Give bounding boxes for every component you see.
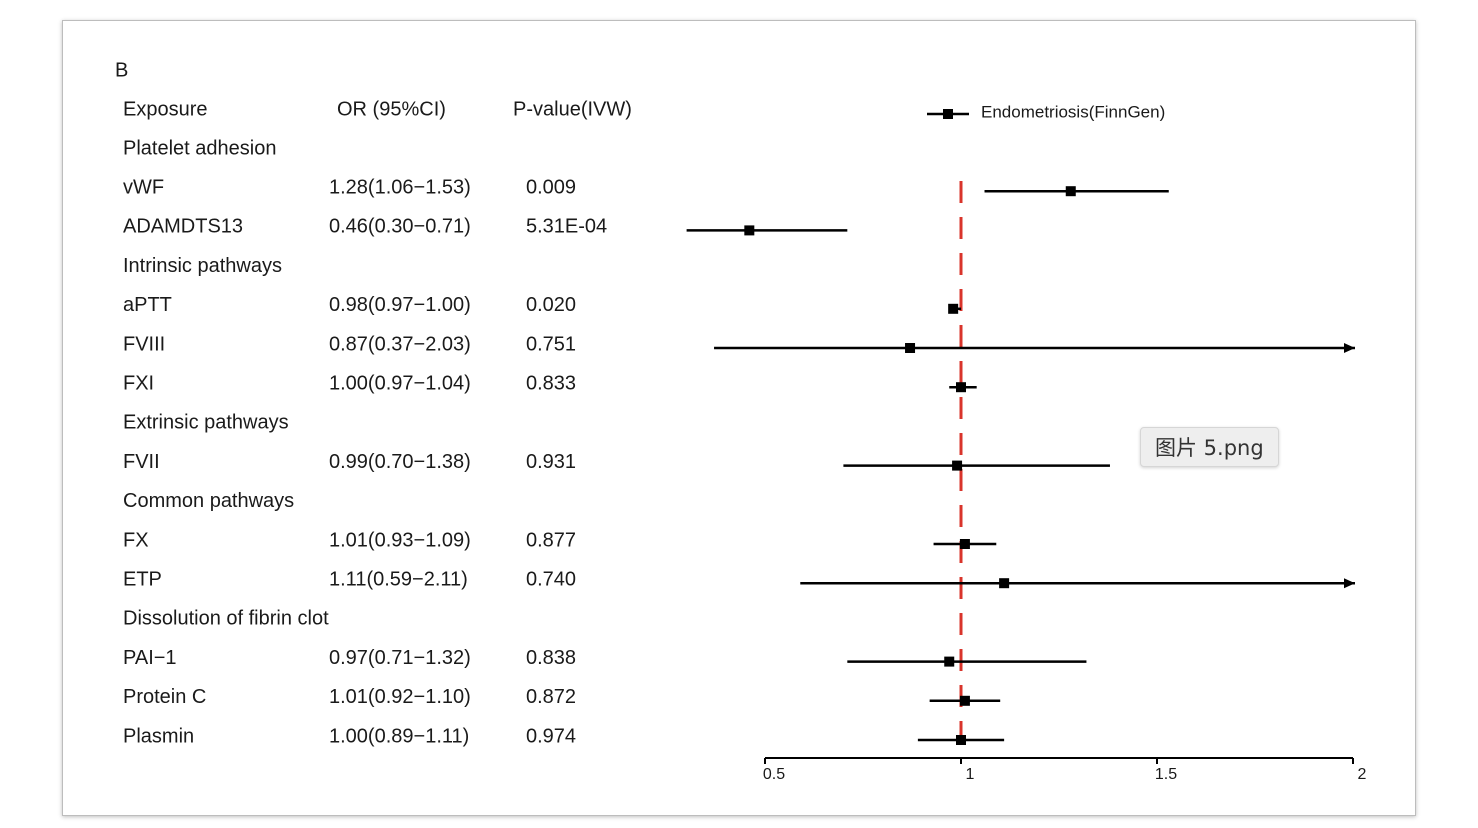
exposure-label: ADAMDTS13 bbox=[123, 216, 243, 238]
group-label: Platelet adhesion bbox=[123, 137, 276, 159]
or-point bbox=[956, 735, 966, 745]
legend-marker bbox=[943, 109, 953, 119]
group-label: Intrinsic pathways bbox=[123, 255, 282, 277]
forest-plot: B Exposure OR (95%CI) P-value(IVW) Endometri… bbox=[115, 59, 1367, 783]
or-ci-value: 0.99(0.70−1.38) bbox=[329, 451, 471, 473]
or-point bbox=[948, 303, 959, 314]
p-value: 5.31E-04 bbox=[526, 216, 607, 238]
or-ci-value: 0.98(0.97−1.00) bbox=[329, 294, 471, 316]
or-point bbox=[744, 225, 755, 236]
filename-tooltip: 图片 5.png bbox=[1140, 427, 1279, 467]
exposure-label: vWF bbox=[123, 176, 164, 198]
or-ci-value: 1.01(0.93−1.09) bbox=[329, 529, 471, 551]
exposure-label: PAI−1 bbox=[123, 647, 177, 669]
x-tick-label: 0.5 bbox=[763, 766, 785, 783]
exposure-label: ETP bbox=[123, 568, 162, 590]
or-point bbox=[959, 539, 970, 549]
p-value: 0.872 bbox=[526, 686, 576, 708]
exposure-label: FXI bbox=[123, 372, 154, 394]
exposure-label: FVII bbox=[123, 451, 160, 473]
p-value: 0.009 bbox=[526, 176, 576, 198]
or-ci-value: 0.46(0.30−0.71) bbox=[329, 216, 471, 238]
x-tick-label: 1 bbox=[966, 766, 975, 783]
or-ci-value: 1.00(0.97−1.04) bbox=[329, 372, 471, 394]
p-value: 0.833 bbox=[526, 372, 576, 394]
p-value: 0.974 bbox=[526, 725, 576, 747]
header-or-ci: OR (95%CI) bbox=[337, 98, 446, 120]
header-p-value: P-value(IVW) bbox=[513, 98, 632, 120]
exposure-label: FVIII bbox=[123, 333, 165, 355]
group-label: Extrinsic pathways bbox=[123, 412, 289, 434]
legend-label: Endometriosis(FinnGen) bbox=[981, 102, 1165, 121]
x-tick-label: 1.5 bbox=[1155, 766, 1177, 783]
p-value: 0.751 bbox=[526, 333, 576, 355]
p-value: 0.931 bbox=[526, 451, 576, 473]
or-ci-value: 0.87(0.37−2.03) bbox=[329, 333, 471, 355]
exposure-label: aPTT bbox=[123, 294, 172, 316]
or-point bbox=[959, 695, 970, 706]
p-value: 0.740 bbox=[526, 568, 576, 590]
group-label: Common pathways bbox=[123, 490, 294, 512]
or-point bbox=[905, 343, 916, 353]
p-value: 0.838 bbox=[526, 647, 576, 669]
exposure-label: Plasmin bbox=[123, 725, 194, 747]
exposure-label: FX bbox=[123, 529, 149, 551]
or-ci-value: 1.11(0.59−2.11) bbox=[329, 568, 468, 590]
p-value: 0.877 bbox=[526, 529, 576, 551]
header-exposure: Exposure bbox=[123, 98, 208, 120]
x-tick-label: 2 bbox=[1358, 766, 1367, 783]
p-value: 0.020 bbox=[526, 294, 576, 316]
or-point bbox=[956, 382, 966, 393]
or-ci-value: 1.01(0.92−1.10) bbox=[329, 686, 471, 708]
exposure-label: Protein C bbox=[123, 686, 206, 708]
ci-arrow-right bbox=[1344, 343, 1355, 353]
ci-arrow-right bbox=[1344, 578, 1355, 589]
or-ci-value: 1.00(0.89−1.11) bbox=[329, 725, 469, 747]
forest-plot-figure: B Exposure OR (95%CI) P-value(IVW) Endometri… bbox=[62, 20, 1416, 816]
or-ci-value: 0.97(0.71−1.32) bbox=[329, 647, 471, 669]
panel-label: B bbox=[115, 59, 128, 81]
group-label: Dissolution of fibrin clot bbox=[123, 608, 329, 630]
or-point bbox=[1065, 186, 1076, 197]
or-ci-value: 1.28(1.06−1.53) bbox=[329, 176, 471, 198]
or-point bbox=[952, 460, 963, 471]
or-point bbox=[944, 656, 955, 667]
or-point bbox=[999, 578, 1010, 589]
